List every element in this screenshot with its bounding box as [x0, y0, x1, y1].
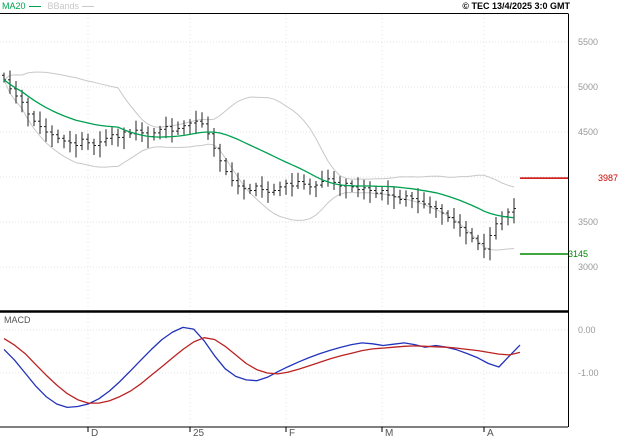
gridlines — [0, 14, 568, 427]
price-axis-label: 4500 — [578, 127, 599, 137]
price-axis-label: 3000 — [578, 262, 599, 272]
macd-panel-label: MACD — [4, 315, 31, 325]
ma20-legend-label: MA20 — [2, 1, 26, 11]
macd-axis-label: 0.00 — [578, 325, 596, 335]
ma20-line — [3, 79, 515, 219]
level-lines — [520, 177, 568, 255]
month-label: D — [91, 428, 99, 439]
bbands-legend-line — [82, 6, 95, 8]
month-label: A — [487, 428, 494, 439]
price-level-label-red: 3987 — [598, 173, 619, 184]
price-axis-label: 5000 — [578, 82, 599, 92]
macd-lines — [3, 326, 521, 409]
month-label: F — [289, 428, 296, 439]
panel-borders — [0, 13, 569, 432]
ma20-legend-line — [28, 6, 41, 8]
month-label: 25 — [193, 428, 205, 439]
month-label: M — [385, 428, 394, 439]
price-axis-label: 3500 — [578, 217, 599, 227]
price-axis-label: 5500 — [578, 37, 599, 47]
macd-axis-label: -1.00 — [578, 368, 599, 378]
copyright-text: © TEC 13/4/2025 3:0 GMT — [462, 1, 570, 11]
legend: MA20 BBands — [2, 1, 101, 11]
price-level-label-green: 3145 — [568, 248, 589, 259]
bbands-legend-label: BBands — [47, 1, 80, 11]
bollinger-bands — [3, 71, 515, 251]
price-bars — [2, 70, 516, 261]
